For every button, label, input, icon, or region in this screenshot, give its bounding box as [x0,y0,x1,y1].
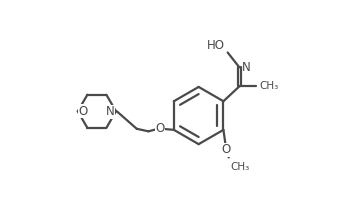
Text: CH₃: CH₃ [259,81,278,91]
Text: O: O [155,122,165,135]
Text: CH₃: CH₃ [230,162,250,172]
Text: N: N [106,105,115,119]
Text: O: O [79,105,88,118]
Text: O: O [221,144,230,156]
Text: HO: HO [206,39,225,52]
Text: N: N [242,61,251,74]
